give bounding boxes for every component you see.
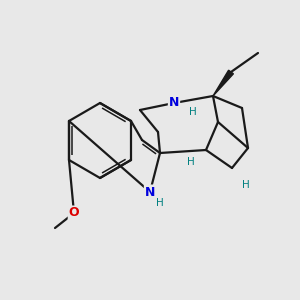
Text: H: H (189, 107, 197, 117)
Polygon shape (213, 70, 233, 96)
Text: H: H (242, 180, 250, 190)
Text: H: H (156, 198, 164, 208)
Text: N: N (145, 185, 155, 199)
Text: H: H (187, 157, 195, 167)
Text: N: N (169, 97, 179, 110)
Text: O: O (69, 206, 79, 220)
